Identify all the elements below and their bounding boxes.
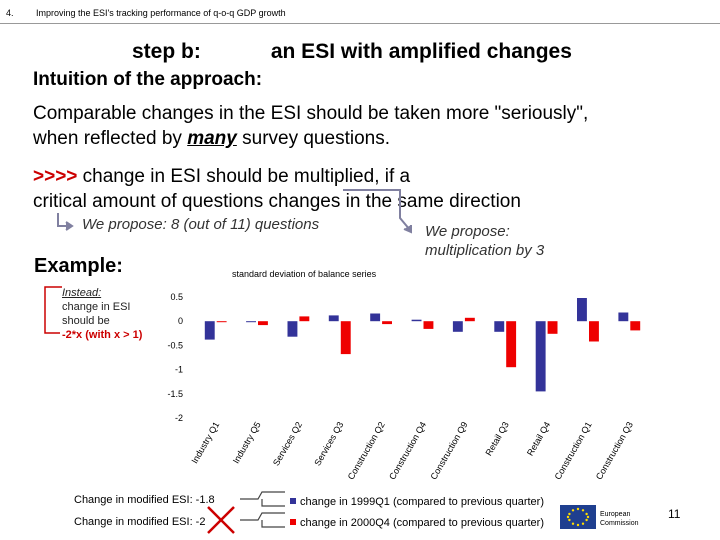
chart-title: standard deviation of balance series [232, 269, 377, 279]
red-bracket [44, 286, 62, 334]
x-tick-label: Retail Q4 [525, 420, 552, 458]
proposal-multiplication-line-2: multiplication by 3 [425, 242, 545, 259]
bar-1999q1 [246, 321, 256, 323]
bar-2000q4 [589, 321, 599, 342]
x-tick-label: Construction Q2 [346, 420, 387, 481]
legend-bracket-bottom [240, 512, 285, 521]
instead-label: Instead: [62, 287, 102, 299]
legend-label-1999q1: change in 1999Q1 (compared to previous q… [300, 496, 544, 508]
x-tick-label: Construction Q9 [428, 420, 469, 481]
x-tick-label: Construction Q1 [553, 420, 594, 481]
instead-note: Instead: change in ESI should be -2*x (w… [62, 286, 142, 342]
legend-swatch-red [290, 519, 296, 525]
conclusion-line-1-text: change in ESI should be multiplied, if a [77, 166, 411, 187]
change-modified-esi-2: Change in modified ESI: -2 [74, 516, 206, 528]
connector-arrows [57, 189, 412, 234]
red-cross-line-2 [207, 506, 235, 534]
conclusion-paragraph: >>>> change in ESI should be multiplied,… [33, 164, 521, 214]
conclusion-line-1: >>>> change in ESI should be multiplied,… [33, 164, 521, 189]
intuition-line-2: when reflected by many survey questions. [33, 126, 588, 151]
red-bracket-line [44, 286, 62, 334]
x-axis-labels: Industry Q1 Industry Q5 Services Q2 Service… [190, 420, 636, 481]
arrows-marker: >>>> [33, 166, 78, 187]
legend-bracket-top [240, 491, 285, 500]
connector-left-head [65, 221, 74, 231]
x-tick-label: Construction Q4 [387, 420, 428, 481]
change-modified-esi-1: Change in modified ESI: -1.8 [74, 494, 215, 506]
red-cross-mark [207, 506, 235, 534]
bar-2000q4 [547, 321, 558, 334]
logo-text-1: European [600, 511, 630, 518]
intuition-line-2-end: survey questions. [236, 128, 390, 149]
proposal-multiplication-line-1: We propose: [425, 223, 510, 240]
intuition-line-1: Comparable changes in the ESI should be … [33, 103, 589, 124]
page-number: 11 [668, 507, 681, 521]
conclusion-line-2: critical amount of questions changes in … [33, 191, 521, 212]
y-tick-label: 0.5 [170, 292, 183, 302]
y-tick-label: -1.5 [167, 389, 183, 399]
bar-1999q1 [494, 321, 505, 332]
bar-2000q4 [464, 317, 475, 322]
european-commission-logo: European Commission [560, 503, 662, 531]
legend-bracket-top-b [261, 499, 285, 507]
proposal-questions: We propose: 8 (out of 11) questions [82, 216, 320, 233]
x-tick-label: Industry Q5 [231, 420, 263, 465]
bar-1999q1 [411, 319, 422, 322]
bar-1999q1 [204, 321, 215, 340]
bars [204, 298, 641, 392]
y-tick-label: -1 [175, 365, 183, 375]
step-title: an ESI with amplified changes [270, 40, 572, 63]
connector-mid-head [403, 225, 412, 234]
instead-line-3: should be [62, 315, 110, 327]
x-tick-label: Construction Q3 [594, 420, 635, 481]
legend-item-1999q1: change in 1999Q1 (compared to previous q… [290, 496, 544, 508]
x-tick-label: Services Q2 [271, 420, 304, 467]
bar-2000q4 [340, 321, 351, 355]
slide-number-label: 4. [6, 8, 14, 18]
bar-1999q1 [287, 321, 298, 337]
header-title: Improving the ESI's tracking performance… [36, 8, 286, 18]
legend-brackets [240, 491, 285, 528]
bar-1999q1 [328, 315, 339, 322]
connector-mid [343, 189, 411, 231]
bar-1999q1 [577, 298, 587, 322]
bar-2000q4 [630, 321, 641, 331]
x-tick-label: Retail Q3 [484, 420, 511, 458]
logo-text-2: Commission [600, 520, 639, 527]
chart: standard deviation of balance series 0.5… [167, 269, 641, 481]
instead-formula: -2*x (with x > 1) [62, 329, 143, 341]
bar-1999q1 [535, 321, 546, 392]
bar-1999q1 [618, 312, 629, 322]
bar-2000q4 [382, 321, 392, 325]
y-tick-label: -0.5 [167, 340, 183, 350]
bar-2000q4 [258, 321, 268, 326]
header-divider [0, 23, 720, 24]
x-tick-label: Industry Q1 [190, 420, 222, 465]
bar-2000q4 [216, 321, 227, 323]
instead-line-2: change in ESI [62, 301, 131, 313]
legend-bracket-bottom-b [261, 520, 285, 528]
legend-swatch-blue [290, 498, 296, 504]
step-label: step b: [132, 40, 201, 63]
bar-2000q4 [299, 316, 310, 322]
emphasis-many: many [187, 128, 237, 149]
bar-2000q4 [506, 321, 517, 368]
y-axis: 0.5 0 -0.5 -1 -1.5 -2 [167, 292, 183, 423]
bar-1999q1 [452, 321, 463, 332]
proposal-multiplication: We propose: multiplication by 3 [425, 222, 544, 260]
legend-item-2000q4: change in 2000Q4 (compared to previous q… [290, 517, 544, 529]
intuition-paragraph: Comparable changes in the ESI should be … [33, 101, 588, 151]
intuition-heading: Intuition of the approach: [33, 69, 263, 90]
intuition-line-2-start: when reflected by [33, 128, 188, 149]
example-heading: Example: [34, 255, 123, 277]
legend-label-2000q4: change in 2000Q4 (compared to previous q… [300, 517, 544, 529]
step-heading: step b: an ESI with amplified changes [132, 40, 572, 64]
y-tick-label: 0 [178, 316, 183, 326]
eu-flag-icon: European Commission [560, 505, 639, 529]
bar-2000q4 [423, 321, 434, 329]
x-tick-label: Services Q3 [312, 420, 345, 467]
bar-1999q1 [370, 313, 381, 322]
y-tick-label: -2 [175, 413, 183, 423]
